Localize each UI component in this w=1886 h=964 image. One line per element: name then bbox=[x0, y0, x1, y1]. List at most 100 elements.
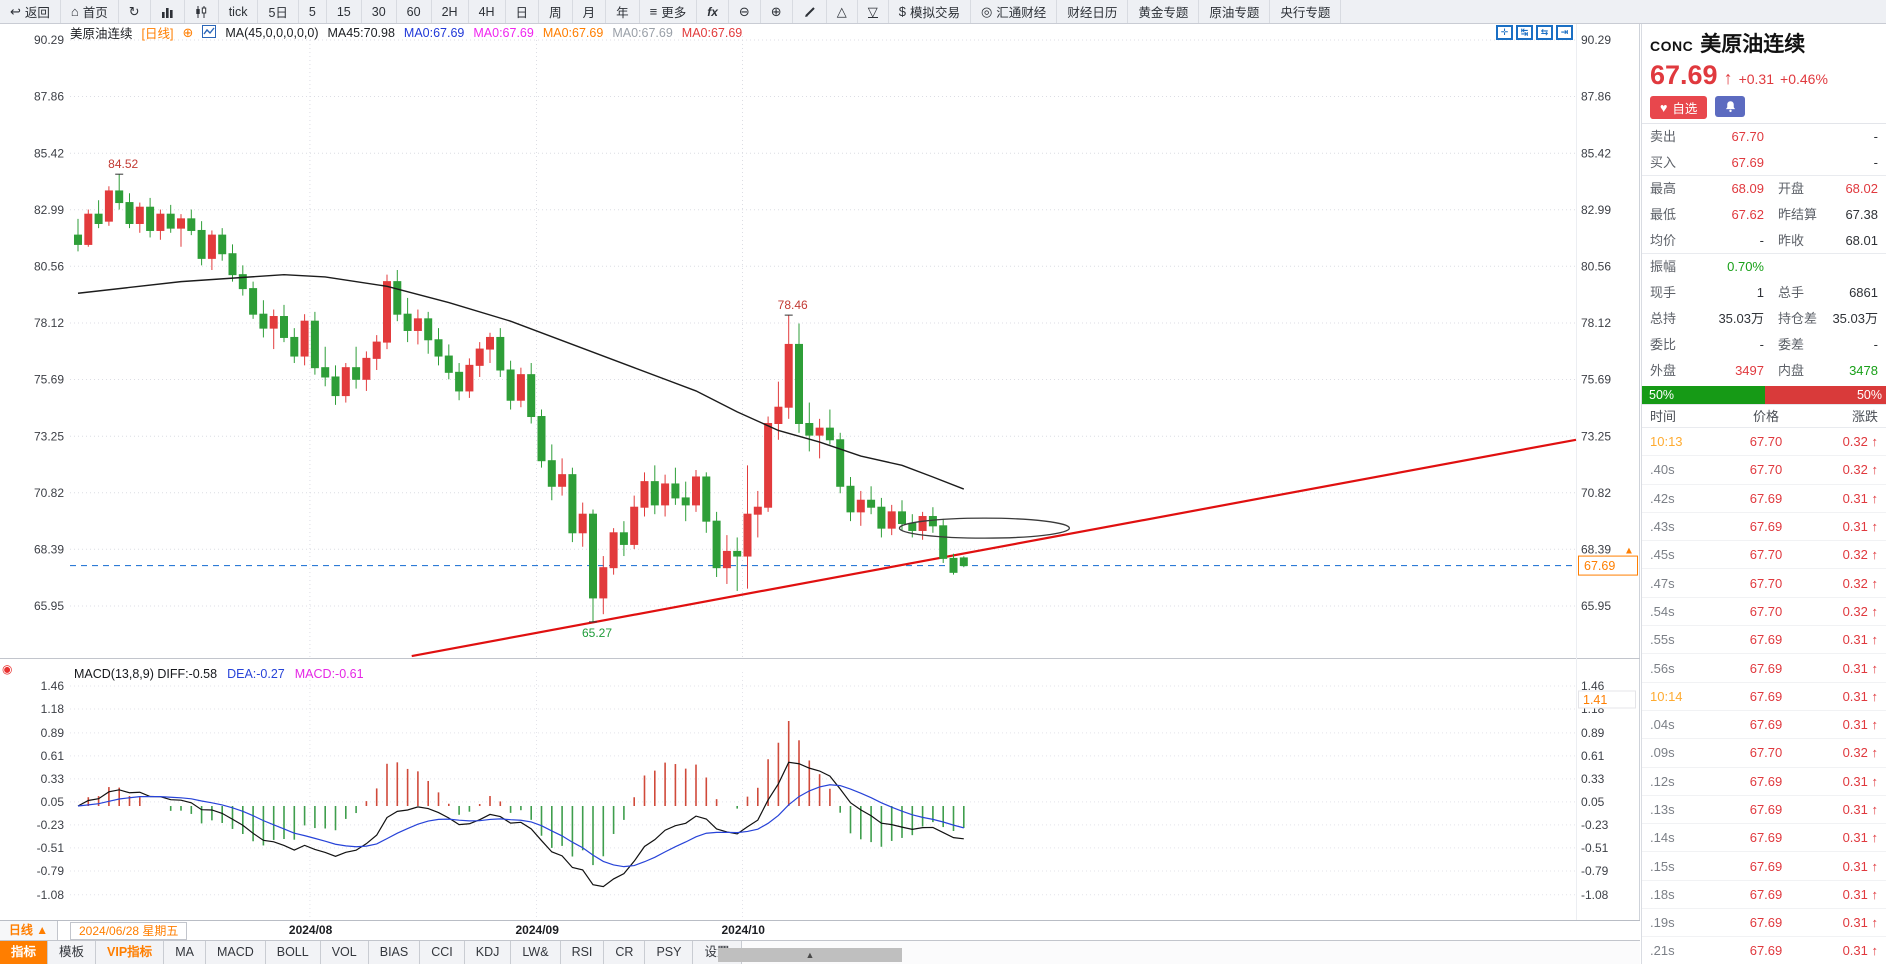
add-indicator-icon[interactable]: ⊕ bbox=[182, 24, 194, 40]
toolbar-triangle-down[interactable]: ▽ bbox=[858, 0, 889, 23]
svg-text:82.99: 82.99 bbox=[34, 203, 64, 217]
chart-scrollbar-thumb[interactable]: ▲ bbox=[718, 948, 902, 962]
tape-row[interactable]: .42s 67.69 0.31 ↑ bbox=[1642, 485, 1886, 513]
reset-view-icon[interactable]: ⇥ bbox=[1556, 25, 1573, 40]
period-selector[interactable]: 日线 ▲ bbox=[0, 921, 58, 941]
toolbar-5日[interactable]: 5日 bbox=[258, 0, 299, 23]
toolbar-15[interactable]: 15 bbox=[327, 0, 362, 23]
tab-BOLL[interactable]: BOLL bbox=[265, 941, 321, 964]
legend-period-tag[interactable]: [日线] bbox=[141, 27, 174, 41]
toolbar-zoom-out[interactable]: ⊖ bbox=[729, 0, 761, 23]
tab-RSI[interactable]: RSI bbox=[560, 941, 605, 964]
y-scale-icon[interactable]: ⇆ bbox=[1536, 25, 1553, 40]
tab-LW&[interactable]: LW& bbox=[511, 941, 561, 964]
toolbar-home[interactable]: ⌂ 首页 bbox=[61, 0, 119, 23]
time-sales-list[interactable]: 10:13 67.70 0.32 ↑ .40s 67.70 0.32 ↑ .42s 67.69… bbox=[1642, 428, 1886, 964]
toolbar-triangle-up[interactable]: △ bbox=[827, 0, 858, 23]
menu-icon: ≡ bbox=[649, 4, 658, 19]
tape-row[interactable]: .55s 67.69 0.31 ↑ bbox=[1642, 626, 1886, 655]
svg-text:0.05: 0.05 bbox=[41, 795, 65, 809]
tape-row[interactable]: .45s 67.70 0.32 ↑ bbox=[1642, 541, 1886, 570]
tab-BIAS[interactable]: BIAS bbox=[368, 941, 421, 964]
add-favorite-button[interactable]: ♥ 自选 bbox=[1650, 96, 1708, 119]
toolbar-原油专题[interactable]: 原油专题 bbox=[1199, 0, 1271, 23]
ellipse-annotation[interactable] bbox=[898, 517, 1071, 539]
svg-text:85.42: 85.42 bbox=[34, 146, 64, 160]
toolbar-bar-chart[interactable] bbox=[151, 0, 185, 23]
toolbar-refresh[interactable]: ↻ bbox=[119, 0, 151, 23]
price-chart-svg[interactable]: 90.29 90.29 87.86 87.86 85.42 85.42 82.99 82.99… bbox=[0, 24, 1640, 920]
toolbar-pencil[interactable] bbox=[793, 0, 827, 23]
svg-text:0.61: 0.61 bbox=[41, 749, 65, 763]
quote-row-外盘: 外盘 3497 内盘 3478 bbox=[1650, 363, 1878, 378]
tape-row[interactable]: .21s 67.69 0.31 ↑ bbox=[1642, 937, 1886, 964]
tape-row[interactable]: .18s 67.69 0.31 ↑ bbox=[1642, 881, 1886, 910]
svg-text:1.46: 1.46 bbox=[41, 679, 65, 693]
tape-row[interactable]: .56s 67.69 0.31 ↑ bbox=[1642, 654, 1886, 683]
toolbar-5[interactable]: 5 bbox=[299, 0, 327, 23]
toolbar-fx[interactable]: fx bbox=[697, 0, 729, 23]
toolbar-back[interactable]: ↩ 返回 bbox=[0, 0, 61, 23]
svg-text:0.33: 0.33 bbox=[1581, 772, 1605, 786]
tab-模板[interactable]: 模板 bbox=[48, 941, 97, 964]
tape-row[interactable]: .15s 67.69 0.31 ↑ bbox=[1642, 852, 1886, 881]
toolbar-zoom-in[interactable]: ⊕ bbox=[761, 0, 793, 23]
drawing-anchor-icon[interactable]: ◉ bbox=[2, 662, 13, 676]
bell-icon bbox=[1725, 101, 1735, 113]
tab-VIP指标[interactable]: VIP指标 bbox=[96, 941, 165, 964]
tape-row[interactable]: 10:14 67.69 0.31 ↑ bbox=[1642, 683, 1886, 711]
tape-row[interactable]: .47s 67.70 0.32 ↑ bbox=[1642, 569, 1886, 598]
toolbar-年[interactable]: 年 bbox=[606, 0, 640, 23]
tab-VOL[interactable]: VOL bbox=[320, 941, 369, 964]
pan-icon[interactable]: ✛ bbox=[1496, 25, 1513, 40]
tape-row[interactable]: .40s 67.70 0.32 ↑ bbox=[1642, 456, 1886, 485]
tab-MA[interactable]: MA bbox=[164, 941, 206, 964]
x-scale-icon[interactable]: ↹ bbox=[1516, 25, 1533, 40]
toolbar-candle-chart[interactable] bbox=[185, 0, 219, 23]
toolbar-60[interactable]: 60 bbox=[397, 0, 432, 23]
toolbar-tick[interactable]: tick bbox=[219, 0, 259, 23]
tab-CR[interactable]: CR bbox=[604, 941, 646, 964]
tab-PSY[interactable]: PSY bbox=[645, 941, 694, 964]
svg-text:70.82: 70.82 bbox=[1581, 486, 1611, 500]
toolbar-menu[interactable]: ≡ 更多 bbox=[640, 0, 698, 23]
triangle-down-icon: ▽ bbox=[867, 3, 878, 19]
tab-KDJ[interactable]: KDJ bbox=[464, 941, 512, 964]
tape-row[interactable]: .12s 67.69 0.31 ↑ bbox=[1642, 768, 1886, 796]
trendline-annotation[interactable] bbox=[411, 438, 1577, 658]
legend-ma-setting: MA(45,0,0,0,0,0) bbox=[225, 25, 319, 40]
svg-text:75.69: 75.69 bbox=[34, 373, 64, 387]
tape-row[interactable]: .43s 67.69 0.31 ↑ bbox=[1642, 513, 1886, 542]
toolbar-2H[interactable]: 2H bbox=[432, 0, 469, 23]
tape-row[interactable]: .19s 67.69 0.31 ↑ bbox=[1642, 909, 1886, 938]
tab-MACD[interactable]: MACD bbox=[205, 941, 266, 964]
legend-ma0-value-1: MA0:67.69 bbox=[473, 25, 534, 40]
toolbar-央行专题[interactable]: 央行专题 bbox=[1270, 0, 1342, 23]
toolbar-日[interactable]: 日 bbox=[506, 0, 540, 23]
price-change-percent: +0.46% bbox=[1780, 71, 1828, 87]
toolbar-30[interactable]: 30 bbox=[362, 0, 397, 23]
toolbar-huitong[interactable]: ◎ 汇通财经 bbox=[971, 0, 1058, 23]
toolbar-4H[interactable]: 4H bbox=[469, 0, 506, 23]
svg-text:78.12: 78.12 bbox=[1581, 316, 1611, 330]
toolbar-财经日历[interactable]: 财经日历 bbox=[1057, 0, 1129, 23]
tape-row[interactable]: .13s 67.69 0.31 ↑ bbox=[1642, 796, 1886, 825]
macd-dea-line bbox=[77, 784, 964, 868]
alert-bell-button[interactable] bbox=[1715, 96, 1746, 117]
toolbar-月[interactable]: 月 bbox=[573, 0, 607, 23]
svg-text:-0.79: -0.79 bbox=[37, 864, 65, 878]
toolbar-周[interactable]: 周 bbox=[539, 0, 573, 23]
price-gridlines: 90.29 90.29 87.86 87.86 85.42 85.42 82.99 82.99… bbox=[34, 33, 1611, 917]
zoom-in-icon: ⊕ bbox=[770, 3, 782, 19]
tape-row[interactable]: .04s 67.69 0.31 ↑ bbox=[1642, 711, 1886, 740]
toolbar-黄金专题[interactable]: 黄金专题 bbox=[1128, 0, 1200, 23]
tab-CCI[interactable]: CCI bbox=[420, 941, 465, 964]
tape-row[interactable]: .54s 67.70 0.32 ↑ bbox=[1642, 598, 1886, 627]
toolbar-dollar[interactable]: $ 模拟交易 bbox=[889, 0, 971, 23]
tape-row[interactable]: 10:13 67.70 0.32 ↑ bbox=[1642, 428, 1886, 457]
tape-row[interactable]: .14s 67.69 0.31 ↑ bbox=[1642, 824, 1886, 853]
tab-指标[interactable]: 指标 bbox=[0, 941, 49, 964]
tape-row[interactable]: .09s 67.70 0.32 ↑ bbox=[1642, 739, 1886, 768]
legend-ma45-value: MA45:70.98 bbox=[327, 25, 395, 40]
